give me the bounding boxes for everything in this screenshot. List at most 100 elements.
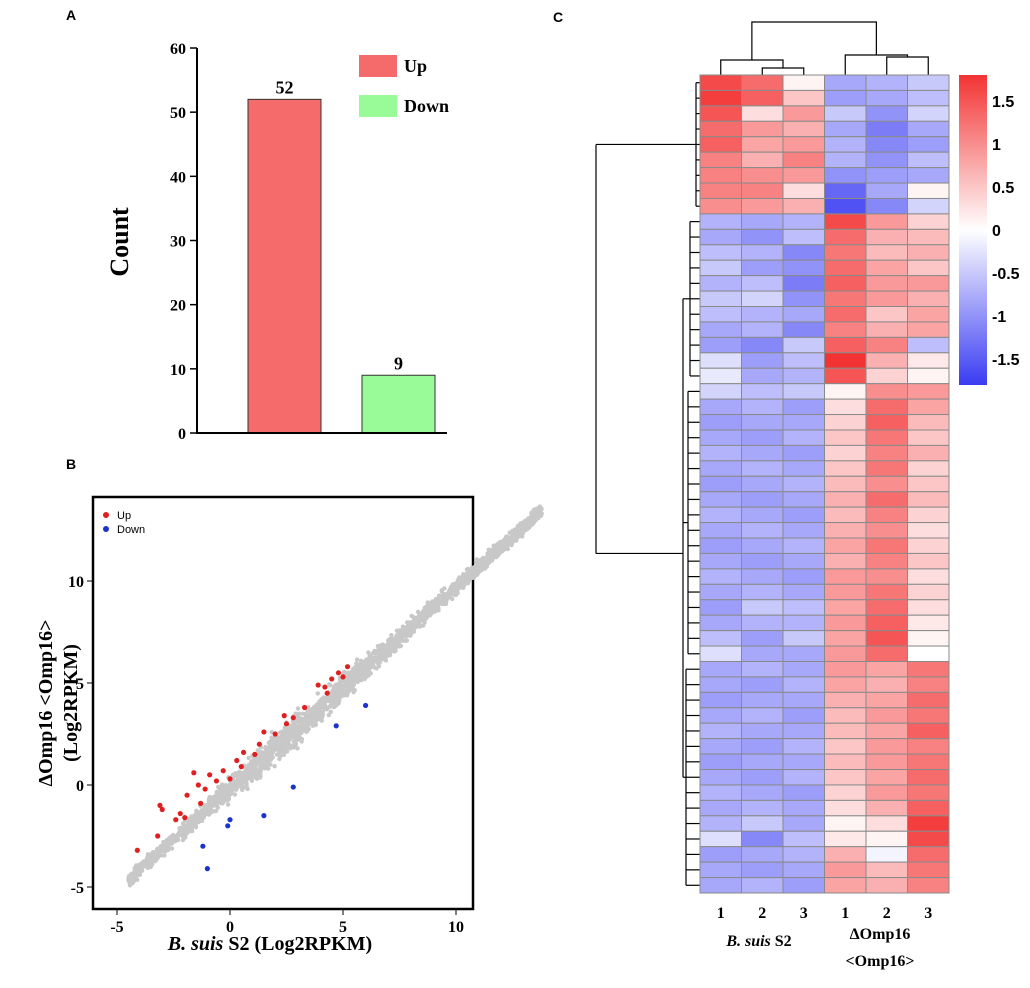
heatmap-cell — [782, 105, 825, 122]
heatmap-cell — [907, 475, 950, 493]
heatmap-cell — [741, 846, 784, 863]
heatmap-cell — [782, 151, 825, 169]
scatter-point-background — [264, 747, 269, 752]
heatmap-cell — [907, 645, 950, 662]
scatter-point-background — [465, 566, 471, 572]
scatter-point-background — [279, 734, 284, 739]
scatter-point-background — [272, 764, 277, 769]
scatter-point-up — [207, 772, 213, 778]
scatter-point-background — [339, 692, 344, 697]
heatmap-cell — [824, 429, 867, 446]
scatter-point-background — [183, 835, 188, 840]
scatter-point-background — [189, 814, 194, 819]
heatmap-cell — [699, 213, 742, 230]
heatmap-cell — [865, 290, 908, 308]
heatmap-cell — [782, 877, 825, 894]
heatmap-cell — [824, 259, 867, 277]
heatmap-cell — [699, 367, 742, 385]
heatmap-cell — [865, 213, 908, 230]
heatmap-cell — [907, 429, 950, 446]
scatter-point-background — [450, 591, 455, 597]
heatmap-cell — [907, 352, 950, 369]
colorbar — [959, 75, 987, 385]
heatmap-cell — [699, 583, 742, 601]
heatmap-cell — [741, 691, 784, 709]
scatter-point-background — [246, 765, 251, 771]
heatmap-cell — [824, 614, 867, 632]
scatter-point-background — [213, 801, 218, 807]
heatmap-cell — [865, 707, 908, 724]
heatmap-cell — [907, 660, 950, 678]
heatmap-cell — [865, 877, 908, 894]
scatter-point-background — [404, 638, 410, 643]
heatmap-cell — [824, 182, 867, 199]
scatter-point-background — [342, 678, 347, 683]
heatmap-cell — [865, 89, 908, 107]
heatmap-cell — [782, 352, 825, 369]
heatmap-cell — [741, 89, 784, 107]
heatmap-cell — [782, 753, 825, 771]
heatmap-cell — [699, 336, 742, 354]
heatmap-cell — [782, 599, 825, 616]
scatter-point-background — [266, 751, 271, 756]
heatmap-cell — [741, 290, 784, 308]
scatter-point-background — [497, 548, 502, 554]
scatter-point-background — [350, 679, 355, 684]
scatter-point-background — [323, 704, 328, 710]
scatter-point-background — [295, 706, 301, 711]
scatter-point-up — [301, 704, 308, 711]
bar-y-axis-title: Count — [105, 207, 134, 277]
scatter-point-background — [478, 566, 484, 571]
scatter-point-background — [336, 682, 341, 687]
legend-label-up: Up — [404, 56, 427, 76]
scatter-point-background — [299, 728, 305, 733]
scatter-point-background — [400, 624, 406, 629]
scatter-point-background — [278, 753, 283, 759]
scatter-point-background — [259, 763, 264, 769]
heatmap-cell — [741, 599, 784, 616]
heatmap-cell — [741, 367, 784, 385]
heatmap-cell — [865, 275, 908, 292]
heatmap-cell — [699, 352, 742, 369]
heatmap-cell — [782, 197, 825, 215]
heatmap-cell — [824, 738, 867, 755]
heatmap-cell — [741, 753, 784, 771]
dendrogram-branch — [844, 54, 909, 75]
scatter-point-up — [315, 682, 321, 688]
heatmap-cell — [907, 197, 950, 215]
scatter-point-background — [288, 727, 293, 732]
heatmap-cell — [741, 120, 784, 138]
scatter-point-background — [225, 793, 230, 798]
heatmap-cell — [782, 398, 825, 416]
scatter-point-background — [474, 572, 480, 578]
scatter-point-background — [204, 803, 209, 808]
heatmap-cell — [782, 846, 825, 863]
heatmap-cell — [782, 259, 825, 277]
heatmap-cell — [741, 352, 784, 369]
scatter-point-background — [246, 755, 251, 761]
scatter-point-up — [261, 729, 267, 735]
heatmap-cell — [865, 568, 908, 585]
scatter-point-background — [151, 856, 157, 862]
scatter-point-background — [149, 862, 155, 867]
scatter-point-background — [491, 543, 496, 548]
heatmap-cell — [782, 830, 825, 848]
scatter-point-background — [410, 623, 415, 628]
heatmap-cell — [741, 830, 784, 848]
heatmap-cell — [824, 383, 867, 400]
heatmap-cell — [741, 491, 784, 508]
scatter-point-background — [529, 511, 534, 516]
heatmap-cell — [741, 614, 784, 632]
scatter-point-background — [313, 723, 318, 728]
scatter-point-background — [335, 687, 340, 692]
heatmap-cell — [865, 167, 908, 184]
heatmap-cell — [865, 630, 908, 647]
heatmap-cell — [865, 491, 908, 508]
scatter-point-down — [204, 866, 210, 872]
heatmap-cell — [699, 136, 742, 153]
scatter-point-up — [272, 731, 278, 737]
scatter-point-up — [184, 792, 190, 798]
heatmap-cell — [782, 861, 825, 879]
heatmap-cell — [865, 460, 908, 477]
dendrogram-branch — [886, 56, 929, 75]
